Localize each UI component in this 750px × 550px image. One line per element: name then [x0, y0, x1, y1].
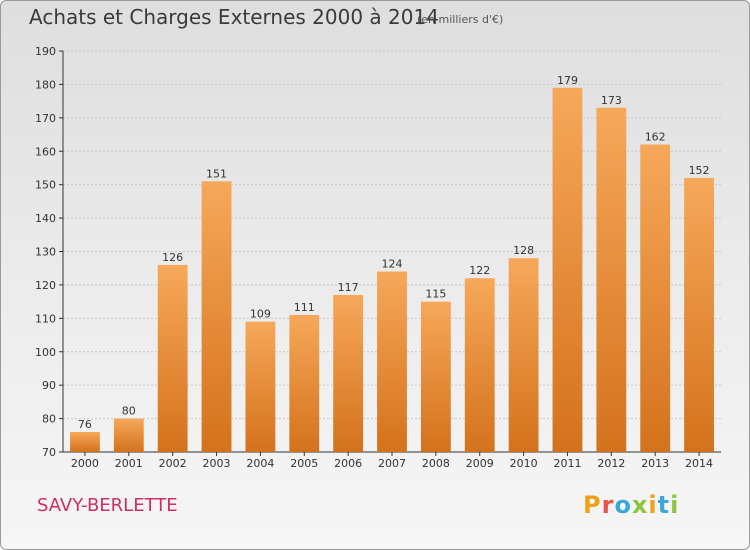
- data-label: 173: [601, 94, 622, 107]
- data-label: 162: [645, 131, 666, 144]
- data-label: 117: [338, 281, 359, 294]
- bar: [464, 278, 495, 452]
- data-label: 122: [469, 264, 490, 277]
- y-tick-label: 190: [35, 45, 56, 58]
- y-tick-label: 130: [35, 246, 56, 259]
- x-tick-label: 2011: [553, 457, 581, 470]
- x-tick-label: 2010: [510, 457, 538, 470]
- y-tick-label: 150: [35, 179, 56, 192]
- bar: [201, 181, 232, 452]
- bar: [640, 144, 671, 453]
- y-tick-label: 80: [42, 413, 56, 426]
- data-label: 152: [689, 164, 710, 177]
- x-tick-label: 2007: [378, 457, 406, 470]
- data-label: 124: [382, 258, 403, 271]
- data-label: 115: [425, 288, 446, 301]
- bar: [420, 301, 451, 452]
- town-name: SAVY-BERLETTE: [37, 495, 178, 516]
- bar: [70, 431, 100, 452]
- data-label: 109: [250, 308, 271, 321]
- x-tick-label: 2014: [685, 457, 713, 470]
- y-tick-label: 110: [35, 312, 56, 325]
- data-label: 151: [206, 167, 227, 180]
- data-label: 128: [513, 244, 534, 257]
- y-tick-label: 160: [35, 145, 56, 158]
- y-tick-label: 180: [35, 78, 56, 91]
- bar: [377, 271, 407, 452]
- x-tick-label: 2001: [115, 457, 143, 470]
- data-label: 179: [557, 74, 578, 87]
- data-label: 111: [294, 301, 315, 314]
- bar: [289, 314, 320, 452]
- bar: [552, 87, 583, 452]
- bar: [684, 177, 714, 452]
- x-tick-label: 2003: [203, 457, 231, 470]
- proxiti-logo: Proxiti: [583, 491, 680, 519]
- y-tick-label: 120: [35, 279, 56, 292]
- bar: [508, 258, 539, 452]
- bar: [113, 418, 144, 452]
- data-label: 126: [162, 251, 183, 264]
- y-tick-label: 90: [42, 379, 56, 392]
- y-tick-label: 170: [35, 112, 56, 125]
- x-tick-label: 2005: [290, 457, 318, 470]
- chart-title: Achats et Charges Externes 2000 à 2014: [29, 5, 439, 29]
- x-tick-label: 2004: [246, 457, 274, 470]
- x-tick-label: 2009: [466, 457, 494, 470]
- chart-subtitle: (en milliers d'€): [417, 13, 504, 26]
- y-tick-label: 140: [35, 212, 56, 225]
- x-tick-label: 2012: [597, 457, 625, 470]
- data-label: 80: [122, 405, 136, 418]
- bar: [596, 107, 627, 452]
- bar: [333, 294, 364, 452]
- x-tick-label: 2000: [71, 457, 99, 470]
- bar: [157, 264, 188, 452]
- bar: [245, 321, 276, 452]
- x-tick-label: 2008: [422, 457, 450, 470]
- y-tick-label: 100: [35, 346, 56, 359]
- x-tick-label: 2002: [159, 457, 187, 470]
- data-label: 76: [78, 418, 92, 431]
- x-tick-label: 2006: [334, 457, 362, 470]
- x-tick-label: 2013: [641, 457, 669, 470]
- y-tick-label: 70: [42, 446, 56, 459]
